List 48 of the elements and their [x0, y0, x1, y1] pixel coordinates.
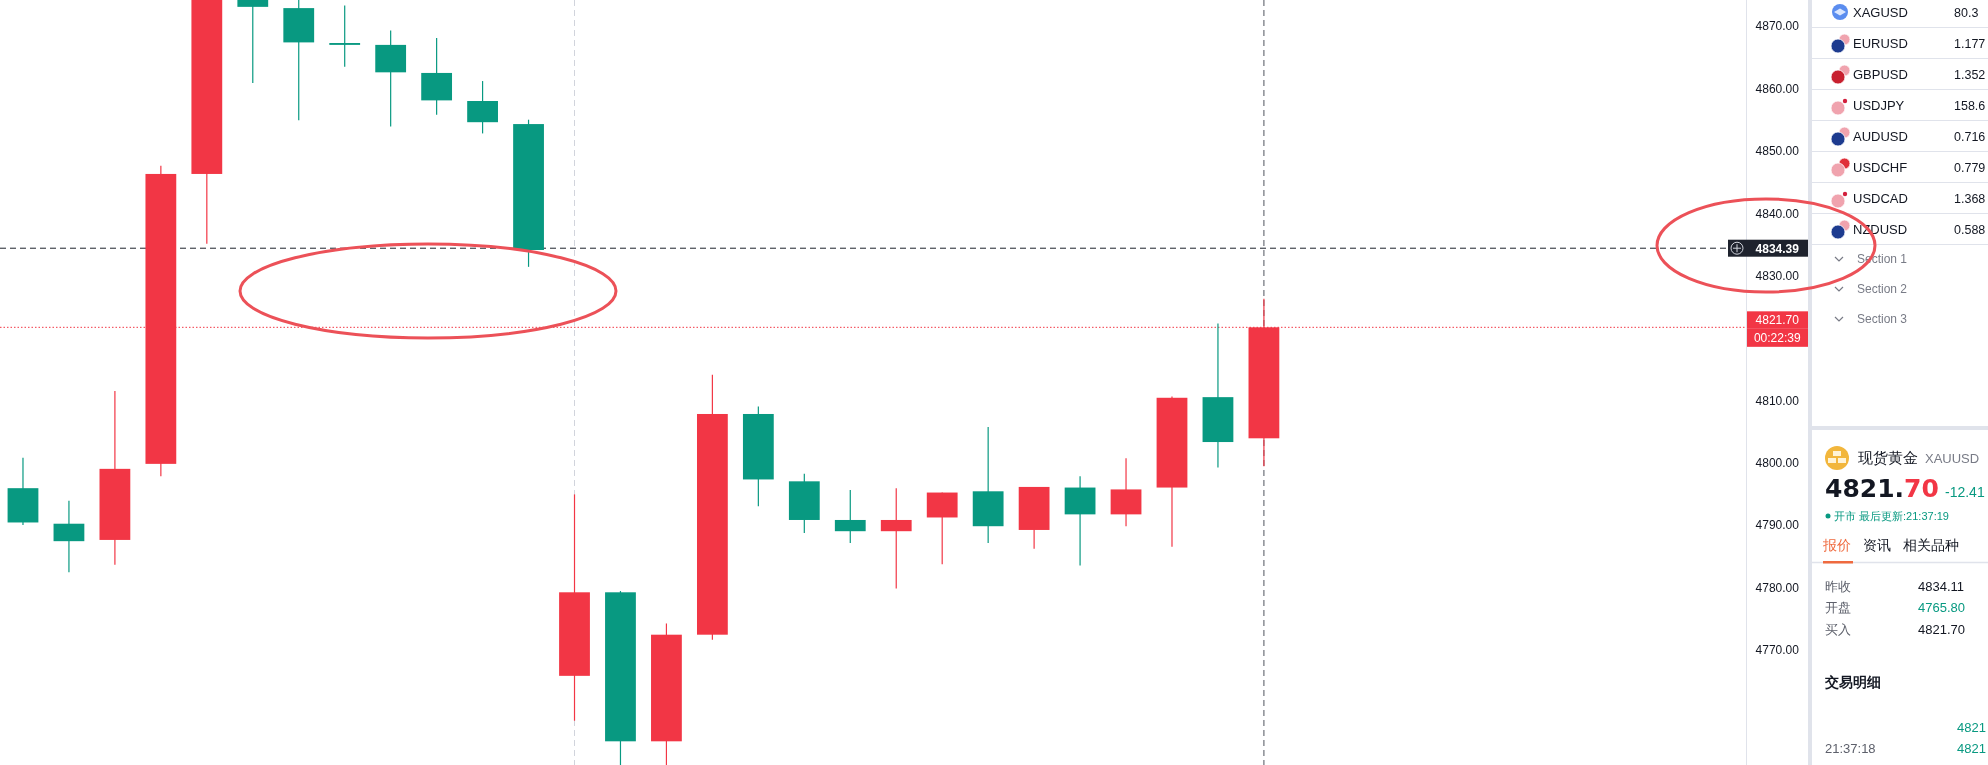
text: 158.6: [1954, 98, 1986, 113]
text: USDJPY: [1853, 97, 1905, 113]
y-tick-label: 4860.00: [1755, 81, 1800, 96]
text: EURUSD: [1853, 35, 1908, 51]
y-tick-label: 4790.00: [1755, 518, 1800, 533]
text: 1.352: [1954, 67, 1986, 82]
text: 1.177: [1954, 36, 1986, 51]
text: 报价: [1822, 537, 1851, 553]
text: 1.368: [1954, 191, 1986, 206]
text: -12.41: [1945, 484, 1985, 500]
y-tick-label: 4870.00: [1755, 19, 1800, 34]
ref-line-label: 4834.39: [1755, 241, 1800, 256]
y-tick-label: 4770.00: [1755, 642, 1800, 657]
y-tick-label: 4840.00: [1755, 206, 1800, 221]
text: 21:37:18: [1825, 740, 1876, 756]
text: USDCHF: [1853, 159, 1908, 175]
text: AUDUSD: [1853, 128, 1908, 144]
text: 交易明细: [1824, 674, 1881, 690]
text: 开市 最后更新:21:37:19: [1834, 510, 1949, 522]
ref-line-label: 4821.70: [1755, 313, 1800, 328]
text: 昨收: [1825, 578, 1851, 594]
text: 4821: [1957, 740, 1986, 756]
text: 0.779: [1954, 160, 1986, 175]
text: 相关品种: [1903, 537, 1959, 553]
text: 0.588: [1954, 222, 1986, 237]
ref-label: 4821.70: [1747, 311, 1808, 329]
text: XAGUSD: [1853, 4, 1908, 20]
text: 4821: [1957, 719, 1986, 735]
y-tick-label: 4810.00: [1755, 393, 1800, 408]
text: 买入: [1825, 621, 1851, 637]
text: 4821.70: [1825, 474, 1939, 503]
text: USDCAD: [1853, 190, 1908, 206]
text: GBPUSD: [1853, 66, 1908, 82]
text: 80.3: [1954, 5, 1979, 20]
text: 0.716: [1954, 129, 1986, 144]
text: Section 2: [1857, 282, 1908, 297]
text: 4834.11: [1918, 578, 1965, 594]
y-tick-label: 4850.00: [1755, 144, 1800, 159]
text: 资讯: [1863, 537, 1891, 553]
text: Section 3: [1857, 312, 1908, 327]
text: 4765.80: [1918, 599, 1965, 615]
text: 4821.70: [1918, 621, 1965, 637]
text: 现货黄金: [1858, 449, 1918, 466]
text: 开盘: [1825, 599, 1851, 615]
y-tick-label: 4830.00: [1755, 268, 1800, 283]
y-tick-label: 4780.00: [1755, 580, 1800, 595]
text: XAUUSD: [1925, 451, 1980, 466]
y-tick-label: 4800.00: [1755, 455, 1800, 470]
